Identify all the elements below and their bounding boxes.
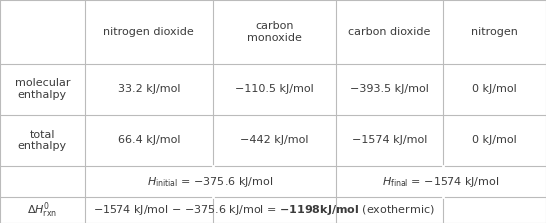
Text: 66.4 kJ/mol: 66.4 kJ/mol [117,136,180,145]
Text: carbon dioxide: carbon dioxide [348,27,431,37]
Text: −393.5 kJ/mol: −393.5 kJ/mol [350,84,429,94]
Text: −442 kJ/mol: −442 kJ/mol [240,136,308,145]
Text: 0 kJ/mol: 0 kJ/mol [472,136,517,145]
Text: $H_{\mathrm{initial}}$ = −375.6 kJ/mol: $H_{\mathrm{initial}}$ = −375.6 kJ/mol [147,175,274,189]
Text: carbon
monoxide: carbon monoxide [247,21,302,43]
Text: $H_{\mathrm{final}}$ = −1574 kJ/mol: $H_{\mathrm{final}}$ = −1574 kJ/mol [382,175,500,189]
Text: molecular
enthalpy: molecular enthalpy [15,78,70,100]
Text: nitrogen dioxide: nitrogen dioxide [103,27,194,37]
Text: total
enthalpy: total enthalpy [18,130,67,151]
Text: 33.2 kJ/mol: 33.2 kJ/mol [117,84,180,94]
Text: 0 kJ/mol: 0 kJ/mol [472,84,517,94]
Text: $\Delta H^{0}_{\mathrm{rxn}}$: $\Delta H^{0}_{\mathrm{rxn}}$ [27,200,57,220]
Text: −1574 kJ/mol − −375.6 kJ/mol = $\mathbf{-1198 kJ/mol}$ (exothermic): −1574 kJ/mol − −375.6 kJ/mol = $\mathbf{… [93,203,435,217]
Text: −110.5 kJ/mol: −110.5 kJ/mol [235,84,314,94]
Text: nitrogen: nitrogen [471,27,518,37]
Text: −1574 kJ/mol: −1574 kJ/mol [352,136,428,145]
